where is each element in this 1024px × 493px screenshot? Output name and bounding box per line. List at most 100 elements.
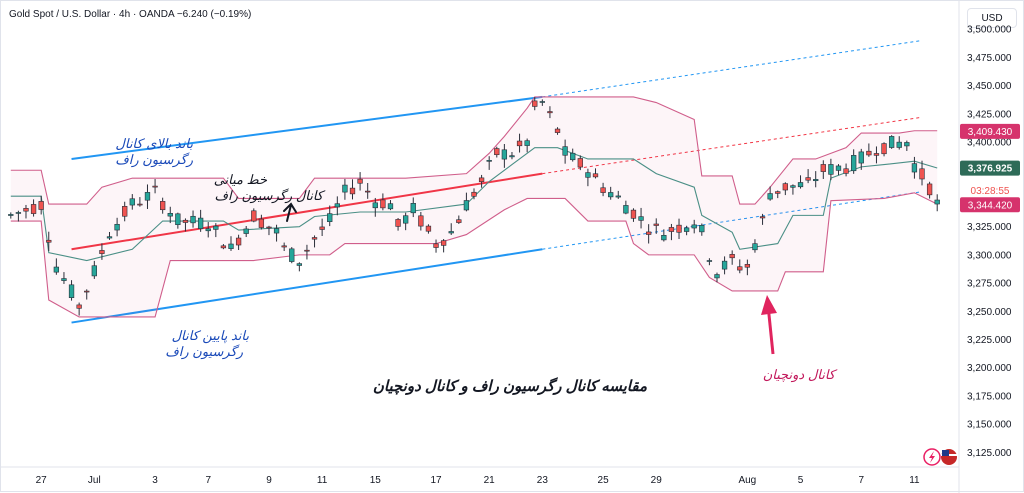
candle-down (152, 185, 158, 188)
candle-up (91, 265, 97, 277)
candle-down (820, 164, 826, 172)
candle-down (805, 177, 811, 181)
mid-arrow-icon (283, 202, 297, 222)
candle (471, 188, 477, 200)
candle-down (926, 183, 933, 196)
candle (714, 272, 720, 283)
candle-down (46, 239, 52, 243)
candle-up (167, 213, 173, 217)
lower-band-label-line2: رگرسیون راف (165, 344, 243, 360)
y-tick-label: 3,400.000 (967, 138, 1012, 149)
candle (410, 197, 416, 218)
last-price-tag-text: 3,376.925 (968, 164, 1013, 175)
candle (881, 142, 887, 157)
symbol-title: Gold Spot / U.S. Dollar · 4h · OANDA (9, 9, 175, 20)
candle-up (129, 198, 135, 206)
candle (448, 223, 454, 235)
candle-down (23, 208, 29, 212)
candle (144, 184, 151, 209)
candle (235, 234, 242, 251)
candle (843, 163, 849, 177)
donchian-arrowhead-icon (761, 295, 777, 315)
candle (365, 182, 371, 199)
candle-down (99, 250, 105, 254)
candle-down (311, 237, 318, 240)
candle-down (547, 111, 553, 114)
candle-down (122, 206, 128, 217)
candle (858, 148, 864, 170)
candle (623, 200, 629, 215)
candle-down (668, 227, 675, 232)
candle-down (866, 150, 872, 156)
candle (205, 222, 211, 238)
candle-down (281, 245, 287, 248)
candle (729, 250, 735, 265)
donchian-channel (10, 96, 938, 318)
candle-up (714, 274, 720, 279)
candle-up (197, 217, 204, 229)
candle-down (775, 191, 781, 194)
candle-up (8, 214, 14, 216)
candle-down (30, 204, 37, 214)
x-tick-label: 29 (651, 475, 663, 486)
candle (418, 211, 424, 231)
y-axis: 3,125.000 3,150.000 3,175.000 3,200.000 3,22… (967, 25, 1012, 459)
candle (554, 127, 561, 135)
candle (8, 212, 14, 219)
candle-up (106, 236, 113, 239)
candle-down (251, 210, 257, 222)
candle (570, 148, 576, 162)
candle (926, 181, 933, 199)
candle (547, 106, 553, 119)
candle-up (828, 164, 834, 175)
candle-down (258, 218, 265, 228)
candle-down (380, 199, 386, 209)
regression-upper-band (71, 95, 543, 160)
candle-up (539, 101, 545, 103)
candle-up (463, 200, 470, 211)
candle (608, 186, 614, 200)
candle-down (456, 219, 462, 223)
candle (281, 242, 287, 252)
candle (91, 260, 97, 279)
candle (289, 247, 295, 264)
candle (592, 168, 599, 179)
x-tick-label: 17 (430, 475, 442, 486)
upper-price-tag (960, 123, 1020, 139)
donchian-basis (10, 147, 938, 262)
candle (516, 133, 523, 153)
candle-up (342, 184, 348, 193)
candle (15, 210, 22, 222)
regression-mid-line (71, 172, 543, 251)
candle (721, 256, 728, 275)
candle-up (243, 228, 249, 234)
candle-up (562, 146, 568, 156)
candle (129, 194, 135, 210)
donchian-label: کانال دونچیان (763, 367, 838, 383)
candle (122, 201, 128, 222)
candle-up (410, 203, 416, 214)
y-tick-label: 3,325.000 (967, 222, 1012, 233)
candle-up (486, 160, 492, 162)
candle-down (554, 128, 561, 133)
candle (137, 197, 143, 207)
candle (911, 156, 918, 179)
candle (334, 196, 340, 216)
candle (532, 97, 538, 111)
candle (630, 208, 637, 222)
candles (8, 97, 940, 316)
candle-down (319, 226, 325, 230)
currency-button[interactable]: USD (967, 8, 1017, 28)
candle (311, 235, 318, 248)
candle (84, 289, 90, 300)
candle (387, 200, 394, 211)
regression-upper-band-extension (542, 39, 923, 98)
candle-up (585, 172, 591, 178)
candle (744, 259, 751, 276)
candle-up (296, 263, 303, 266)
x-tick-label: 23 (537, 475, 549, 486)
lower-band-label: باند پایین کانال (172, 328, 250, 344)
candle (888, 135, 895, 149)
